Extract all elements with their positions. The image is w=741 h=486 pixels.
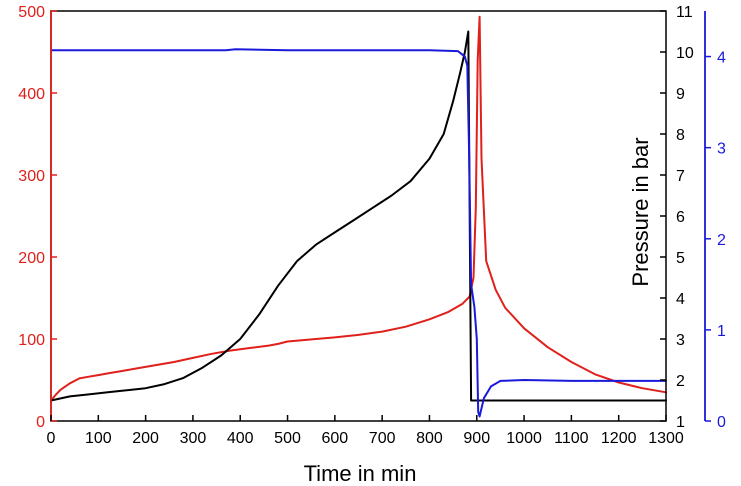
blue-axis-tick-label: 4 — [717, 50, 726, 67]
x-axis-tick-label: 500 — [274, 430, 301, 447]
left-axis-tick-label: 0 — [36, 414, 45, 431]
left-axis-tick-label: 400 — [18, 86, 45, 103]
x-axis-tick-label: 1100 — [554, 430, 589, 447]
plot-series-group — [50, 15, 667, 418]
x-axis-tick-label: 1200 — [601, 430, 637, 447]
x-axis-tick-label: 100 — [85, 430, 112, 447]
axes-group — [50, 10, 706, 422]
series-line-left — [50, 15, 667, 402]
x-axis-tick-label: 400 — [227, 430, 254, 447]
series-line-right1 — [50, 30, 667, 402]
x-axis-tick-label: 600 — [321, 430, 348, 447]
blue-axis-tick-label: 0 — [717, 414, 726, 431]
pressure-axis-tick-label: 9 — [676, 86, 685, 103]
pressure-axis-tick-label: 1 — [676, 414, 685, 431]
pressure-axis-tick-label: 2 — [676, 373, 685, 390]
x-axis-tick-label: 1000 — [506, 430, 542, 447]
blue-axis-tick-label: 1 — [717, 323, 726, 340]
x-axis-tick-label: 800 — [416, 430, 443, 447]
left-axis-tick-label: 100 — [18, 332, 45, 349]
pressure-axis-label: Pressure in bar — [628, 137, 653, 286]
tick-group: 0 100 200 300 400 500 1 2 3 4 5 6 7 8 9 10 11 0 1 2 3 4 0 100 20… — [18, 4, 726, 447]
x-axis-tick-label: 0 — [47, 430, 56, 447]
x-axis-tick-label: 700 — [369, 430, 396, 447]
pressure-axis-tick-label: 10 — [676, 45, 694, 62]
left-axis-tick-label: 500 — [18, 4, 45, 21]
left-axis-tick-label: 300 — [18, 168, 45, 185]
pressure-axis-tick-label: 3 — [676, 332, 685, 349]
series-line-right2 — [50, 48, 667, 418]
blue-axis-tick-label: 2 — [717, 232, 726, 249]
pressure-axis-tick-label: 5 — [676, 250, 685, 267]
x-axis-tick-label: 300 — [180, 430, 207, 447]
pressure-axis-tick-label: 8 — [676, 127, 685, 144]
pressure-axis-tick-label: 6 — [676, 209, 685, 226]
left-axis-tick-label: 200 — [18, 250, 45, 267]
x-axis-tick-label: 1300 — [648, 430, 684, 447]
x-axis-label: Time in min — [304, 461, 417, 486]
x-axis-tick-label: 200 — [132, 430, 159, 447]
blue-axis-tick-label: 3 — [717, 141, 726, 158]
pressure-axis-tick-label: 7 — [676, 168, 685, 185]
pressure-axis-tick-label: 4 — [676, 291, 685, 308]
pressure-axis-tick-label: 11 — [676, 4, 693, 21]
x-axis-tick-label: 900 — [463, 430, 490, 447]
